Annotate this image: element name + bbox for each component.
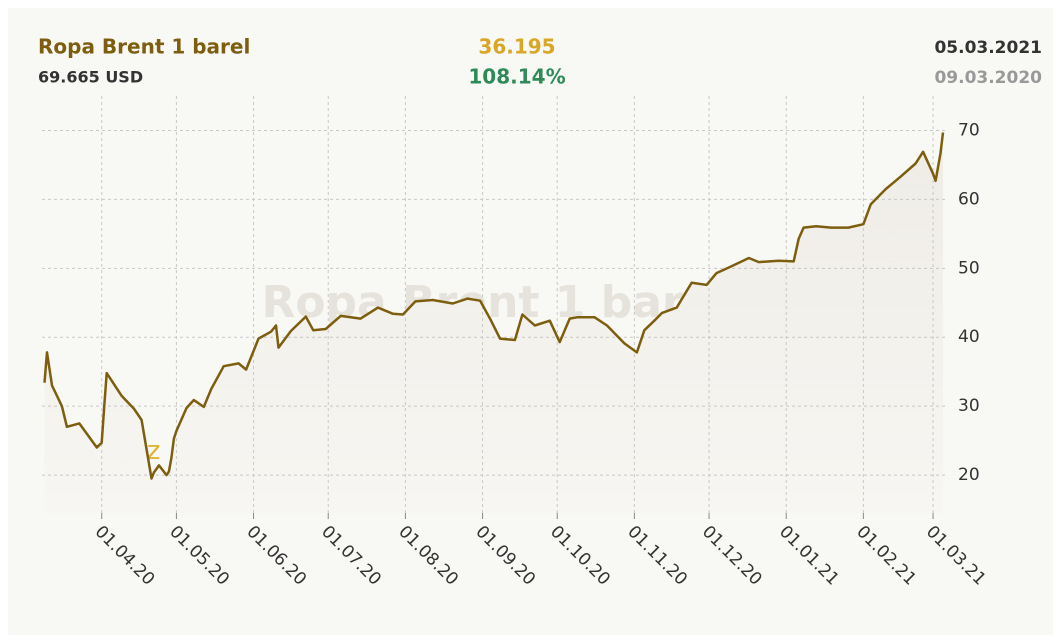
- y-tick-label: 60: [958, 189, 980, 209]
- area: [44, 132, 944, 513]
- price: 69.665 USD: [38, 68, 143, 87]
- change: 36.195: [478, 35, 555, 59]
- date-from: 09.03.2020: [934, 68, 1042, 88]
- y-tick-label: 70: [958, 120, 980, 140]
- price-line: [43, 132, 945, 480]
- y-tick-label: 40: [958, 327, 980, 347]
- change-percent: 108.14%: [468, 65, 565, 89]
- instrument-name: Ropa Brent 1 barel: [38, 35, 250, 59]
- y-tick-label: 30: [958, 396, 980, 416]
- y-tick-label: 50: [958, 258, 980, 278]
- y-tick-label: 20: [958, 465, 980, 485]
- date-to: 05.03.2021: [934, 38, 1042, 58]
